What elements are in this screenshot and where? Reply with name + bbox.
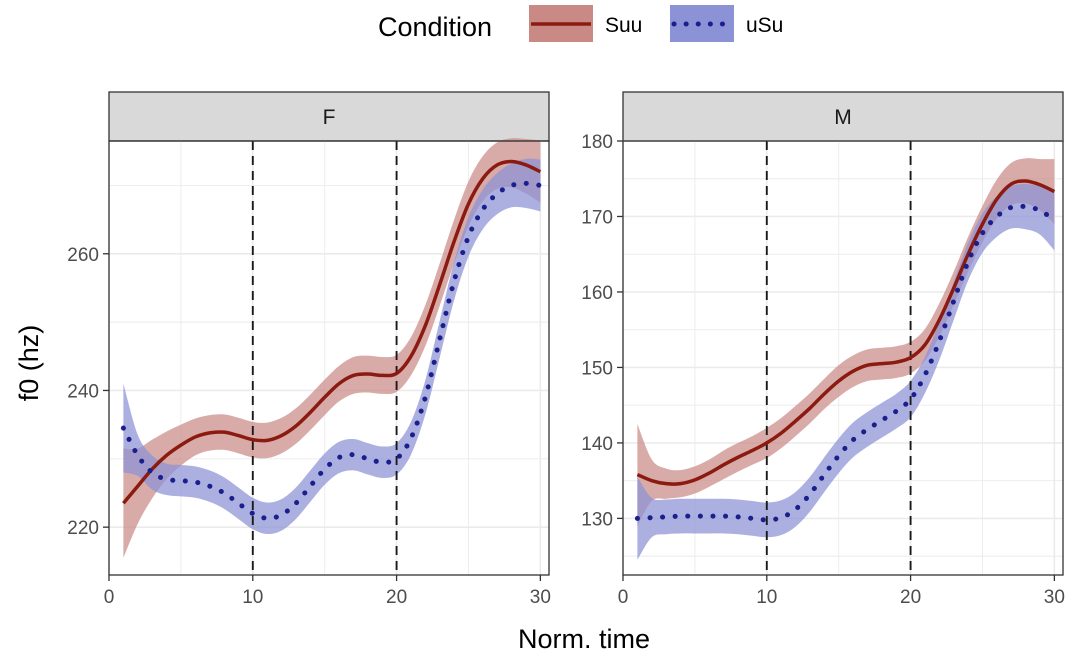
x-tick-label-f: 0 [104, 587, 115, 608]
y-tick-label-m: 150 [581, 358, 613, 379]
y-ticks-f: 220 240 260 [67, 245, 109, 539]
y-tick-label-f: 240 [67, 381, 99, 402]
x-tick-label-f: 20 [386, 587, 407, 608]
legend-label-suu: Suu [605, 14, 642, 37]
y-tick-label-m: 140 [581, 434, 613, 455]
x-ticks-f: 0 10 20 30 [104, 575, 551, 608]
y-tick-label-m: 160 [581, 283, 613, 304]
panel-m: M 130 140 150 160 170 180 0 10 20 30 [581, 91, 1065, 608]
legend-title: Condition [378, 12, 492, 42]
panel-border-f [108, 140, 550, 576]
series-lines-f [120, 159, 543, 521]
x-tick-label-m: 20 [900, 587, 921, 608]
strip-m [622, 91, 1064, 142]
series-line-suu-m [636, 179, 1056, 486]
series-lines-m [634, 179, 1057, 523]
x-tick-label-m: 30 [1044, 587, 1065, 608]
confidence-band-usu-m [637, 184, 1055, 560]
y-ticks-m: 130 140 150 160 170 180 [581, 132, 623, 530]
x-tick-label-m: 10 [756, 587, 777, 608]
y-tick-label-m: 130 [581, 509, 613, 530]
legend-label-usu: uSu [746, 14, 783, 37]
series-line-suu-f [122, 159, 542, 505]
strip-label-f: F [323, 106, 336, 129]
panel-border-m [622, 140, 1064, 576]
series-line-usu-m [634, 203, 1057, 523]
x-tick-label-m: 0 [618, 587, 629, 608]
y-tick-label-f: 220 [67, 518, 99, 539]
confidence-band-usu-f [123, 158, 541, 535]
confidence-bands-f [123, 138, 541, 558]
confidence-bands-m [637, 158, 1055, 560]
legend: Condition Suu uSu [378, 5, 783, 42]
y-tick-label-f: 260 [67, 245, 99, 266]
x-tick-label-f: 10 [242, 587, 263, 608]
x-axis-title: Norm. time [518, 624, 650, 654]
x-tick-label-f: 30 [530, 587, 551, 608]
y-tick-label-m: 180 [581, 132, 613, 153]
strip-f [108, 91, 550, 142]
reference-lines-f [251, 141, 398, 575]
y-tick-label-m: 170 [581, 207, 613, 228]
panel-f: F 220 240 260 0 10 20 30 [67, 91, 551, 608]
strip-label-m: M [834, 106, 852, 129]
x-ticks-m: 0 10 20 30 [618, 575, 1065, 608]
y-axis-title: f0 (hz) [14, 325, 44, 402]
